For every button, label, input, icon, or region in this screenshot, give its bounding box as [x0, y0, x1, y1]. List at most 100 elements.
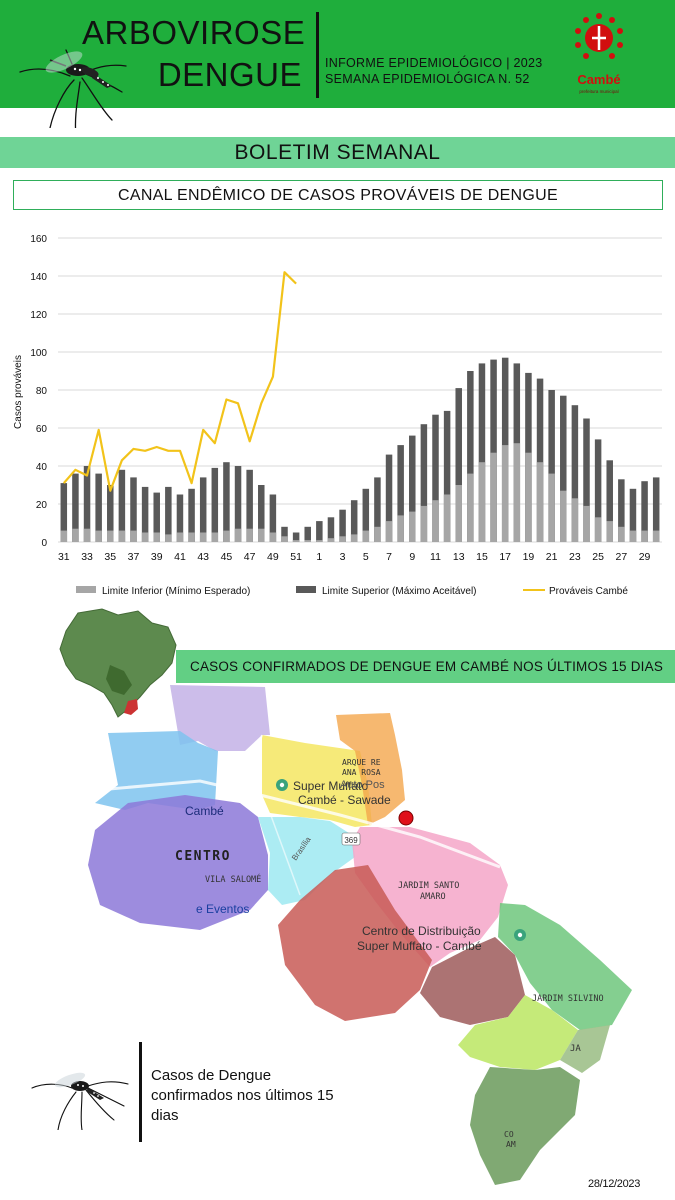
label-eventos: e Eventos: [196, 902, 249, 916]
chart-grid: [58, 237, 662, 543]
banner-title: BOLETIM SEMANAL: [234, 141, 441, 164]
upper-limit-bar: [362, 488, 370, 542]
region-north-lilac: [170, 685, 270, 751]
boletim-banner: BOLETIM SEMANAL: [0, 137, 675, 168]
map-caption: Casos de Dengue confirmados nos últimos …: [151, 1067, 334, 1124]
upper-limit-bar: [455, 388, 462, 542]
upper-limit-bar: [385, 454, 393, 542]
lower-limit-bar: [525, 452, 532, 542]
upper-limit-bar: [83, 466, 91, 542]
upper-limit-bar: [130, 477, 137, 542]
upper-limit-bar: [571, 405, 579, 542]
x-tick-label: 23: [569, 551, 581, 563]
label-jardim-santo-2: AMARO: [420, 892, 446, 902]
cambe-logo: Cambé prefeitura municipal: [562, 10, 636, 100]
upper-limit-bar: [594, 439, 602, 542]
label-super-muffato-2: Cambé - Sawade: [298, 793, 391, 807]
x-tick-label: 39: [151, 551, 163, 563]
x-tick-label: 21: [546, 551, 558, 563]
confirmed-case-marker: [398, 810, 414, 826]
x-tick-label: 9: [409, 551, 415, 563]
upper-limit-bar: [327, 517, 335, 542]
upper-limit-bar: [95, 473, 102, 542]
lower-limit-bar: [420, 505, 428, 542]
x-tick-label: 19: [523, 551, 535, 563]
lower-limit-bar: [304, 540, 311, 542]
x-tick-label: 15: [476, 551, 488, 563]
upper-limit-bar: [652, 477, 660, 542]
y-tick-label: 100: [30, 348, 47, 359]
x-tick-label: 25: [592, 551, 604, 563]
region-orange: [336, 713, 405, 825]
upper-limit-bar: [292, 532, 300, 542]
x-tick-label: 51: [290, 551, 302, 563]
y-tick-label: 160: [30, 234, 47, 245]
label-jardim-santo-1: JARDIM SANTO: [398, 881, 459, 891]
lower-limit-bar: [618, 526, 625, 542]
y-tick-label: 0: [41, 538, 47, 549]
x-tick-label: 29: [639, 551, 651, 563]
region-centro-purple: [88, 795, 268, 930]
upper-limit-bar: [629, 488, 637, 542]
lower-limit-bar: [374, 526, 381, 542]
header-title-line1: ARBOVIROSE: [82, 14, 306, 51]
lower-limit-bar: [223, 530, 230, 542]
x-tick-label: 43: [197, 551, 209, 563]
upper-limit-bar: [234, 466, 242, 542]
upper-limit-bar: [72, 473, 79, 542]
region-gray-green: [560, 1025, 610, 1073]
upper-limit-bar: [374, 477, 381, 542]
label-co: CO: [504, 1130, 514, 1139]
upper-limit-bar: [420, 424, 428, 542]
report-date: 28/12/2023: [588, 1178, 641, 1190]
lower-limit-bar: [176, 532, 184, 542]
upper-limit-bar: [269, 494, 277, 542]
header-subtitle-line1: INFORME EPIDEMIOLÓGICO | 2023: [325, 56, 543, 70]
upper-limit-bar: [467, 371, 474, 542]
lower-limit-bar: [362, 530, 370, 542]
label-centro-dist-2: Super Muffato - Cambé: [357, 939, 482, 953]
lower-limit-bar: [72, 528, 79, 542]
lower-limit-bar: [258, 528, 265, 542]
mosquito-icon: [31, 1072, 129, 1130]
lower-limit-bar: [443, 494, 451, 542]
upper-limit-bar: [199, 477, 207, 542]
lower-limit-bar: [583, 505, 590, 542]
upper-limit-bar: [548, 390, 555, 542]
lower-limit-bar: [652, 530, 660, 542]
lower-limit-bar: [513, 443, 521, 542]
upper-limit-bar: [536, 378, 544, 542]
upper-limit-bar: [583, 418, 590, 542]
lower-limit-bar: [548, 473, 555, 542]
mosquito-icon: [19, 49, 127, 128]
cambe-emblem-icon: [575, 13, 623, 59]
label-am: AM: [506, 1140, 516, 1149]
region-red: [278, 865, 432, 1021]
y-tick-label: 20: [36, 500, 48, 511]
lower-limit-bars: [60, 443, 660, 542]
upper-limit-bar: [409, 435, 416, 542]
region-darkred: [420, 937, 525, 1025]
x-tick-label: 5: [363, 551, 369, 563]
lower-limit-bar: [165, 534, 172, 542]
x-tick-label: 35: [104, 551, 116, 563]
upper-limit-bar: [141, 486, 149, 542]
upper-limit-bar: [176, 494, 184, 542]
lower-limit-bar: [327, 538, 335, 542]
lower-limit-bar: [118, 530, 126, 542]
upper-limit-bar: [258, 485, 265, 542]
x-tick-label: 37: [128, 551, 140, 563]
legend-label: Limite Inferior (Mínimo Esperado): [102, 586, 250, 597]
lower-limit-bar: [95, 530, 102, 542]
label-auto-pos: Auto Pos: [340, 779, 385, 791]
lower-limit-bar: [606, 521, 613, 542]
x-tick-label: 31: [58, 551, 70, 563]
y-tick-label: 40: [36, 462, 48, 473]
road-shield-label: 369: [344, 836, 358, 845]
lower-limit-bar: [560, 490, 567, 542]
upper-limit-bar: [397, 445, 404, 542]
upper-limit-bar: [560, 395, 567, 542]
upper-limit-bar: [60, 483, 68, 542]
upper-limit-bar: [118, 469, 126, 542]
lower-limit-bar: [385, 521, 393, 542]
